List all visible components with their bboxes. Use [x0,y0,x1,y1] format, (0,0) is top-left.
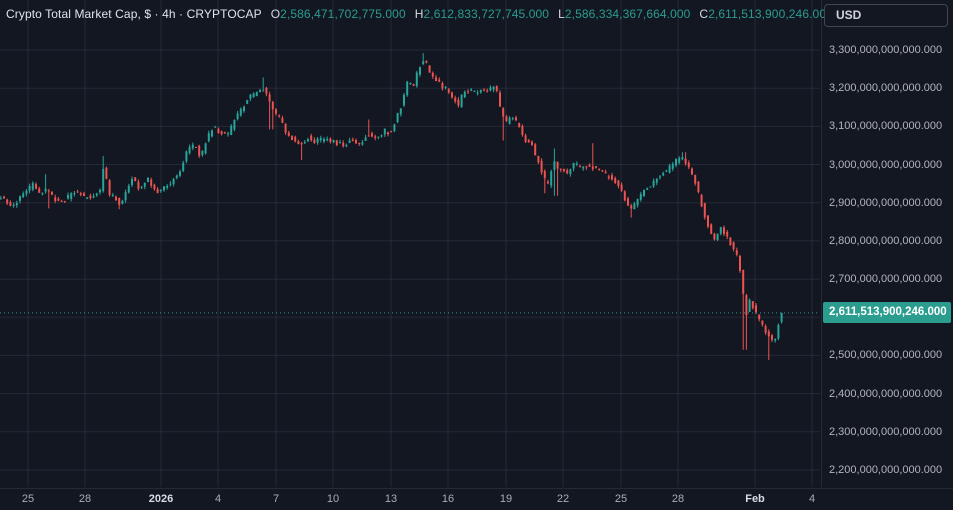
close-value: 2,611,513,900,246.000 [708,7,833,21]
time-tick-label: 2026 [148,493,174,505]
price-tick-label: 2,800,000,000,000.000 [829,235,943,247]
price-tick-label: 2,900,000,000,000.000 [829,197,943,209]
high-label: H [414,7,424,21]
time-tick-label: 4 [214,493,222,505]
grid-lines [0,0,820,487]
time-tick-label: 7 [272,493,280,505]
time-tick-label: 13 [384,493,398,505]
time-tick-label: 25 [21,493,35,505]
open-label: O [270,7,281,21]
time-tick-label: 4 [808,493,816,505]
symbol-title[interactable]: Crypto Total Market Cap, $ · 4h · CRYPTO… [6,7,262,21]
time-tick-label: 16 [441,493,455,505]
candlestick-chart[interactable] [0,0,820,487]
price-tick-label: 2,500,000,000,000.000 [829,349,943,361]
low-value: 2,586,334,367,664.000 [564,7,691,21]
price-tick-label: 2,700,000,000,000.000 [829,273,943,285]
time-tick-label: 28 [78,493,92,505]
time-tick-label: 25 [614,493,628,505]
price-tick-label: 2,400,000,000,000.000 [829,388,943,400]
time-tick-label: 19 [499,493,513,505]
chart-legend: Crypto Total Market Cap, $ · 4h · CRYPTO… [6,7,845,21]
high-value: 2,612,833,727,745.000 [423,7,550,21]
close-label: C [699,7,709,21]
time-tick-label: Feb [745,493,765,505]
price-tick-label: 2,300,000,000,000.000 [829,426,943,438]
time-tick-label: 28 [671,493,685,505]
candles [0,53,783,360]
price-tick-label: 2,200,000,000,000.000 [829,464,943,476]
price-tick-label: 3,300,000,000,000.000 [829,44,943,56]
price-axis[interactable]: 2,611,513,900,246.000 3,300,000,000,000.… [821,0,953,487]
time-axis[interactable]: 25 28 2026 4 7 10 13 16 19 22 25 28 Feb 4 [0,488,953,510]
price-tick-label: 3,000,000,000,000.000 [829,159,943,171]
time-tick-label: 10 [326,493,340,505]
currency-toggle-button[interactable]: USD [824,4,948,27]
price-tick-label: 3,100,000,000,000.000 [829,120,943,132]
time-tick-label: 22 [556,493,570,505]
current-price-label: 2,611,513,900,246.000 [823,302,951,323]
low-label: L [558,7,565,21]
open-value: 2,586,471,702,775.000 [280,7,406,21]
price-tick-label: 3,200,000,000,000.000 [829,82,943,94]
